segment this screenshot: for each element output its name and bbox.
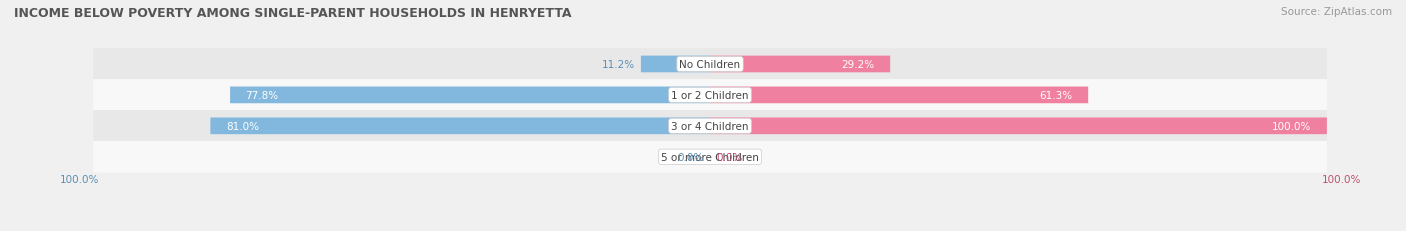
FancyBboxPatch shape [710,118,1327,135]
Text: 11.2%: 11.2% [602,60,634,70]
Text: 29.2%: 29.2% [842,60,875,70]
Text: 61.3%: 61.3% [1039,91,1073,100]
Text: 0.0%: 0.0% [678,152,704,162]
Text: 100.0%: 100.0% [59,174,98,184]
Text: 0.0%: 0.0% [716,152,742,162]
Text: 100.0%: 100.0% [1322,174,1361,184]
FancyBboxPatch shape [93,49,1327,80]
FancyBboxPatch shape [211,118,710,135]
Text: 1 or 2 Children: 1 or 2 Children [671,91,749,100]
Text: 77.8%: 77.8% [246,91,278,100]
FancyBboxPatch shape [93,141,1327,173]
Text: Source: ZipAtlas.com: Source: ZipAtlas.com [1281,7,1392,17]
FancyBboxPatch shape [93,111,1327,142]
Text: 81.0%: 81.0% [226,121,259,131]
Text: 3 or 4 Children: 3 or 4 Children [671,121,749,131]
Text: 100.0%: 100.0% [1272,121,1312,131]
FancyBboxPatch shape [231,87,710,104]
FancyBboxPatch shape [93,80,1327,111]
Text: 5 or more Children: 5 or more Children [661,152,759,162]
FancyBboxPatch shape [641,56,710,73]
Text: No Children: No Children [679,60,741,70]
FancyBboxPatch shape [710,56,890,73]
FancyBboxPatch shape [710,87,1088,104]
Text: INCOME BELOW POVERTY AMONG SINGLE-PARENT HOUSEHOLDS IN HENRYETTA: INCOME BELOW POVERTY AMONG SINGLE-PARENT… [14,7,572,20]
